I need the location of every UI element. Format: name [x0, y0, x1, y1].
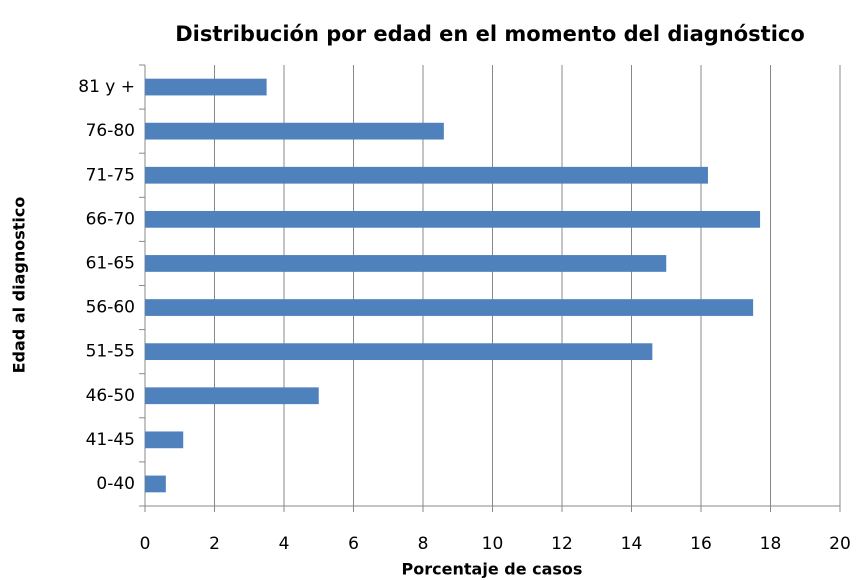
y-tick-label: 81 y +	[78, 77, 135, 97]
bar	[145, 343, 653, 361]
bar	[145, 475, 166, 493]
x-tick-label: 20	[829, 534, 851, 554]
bar	[145, 255, 667, 272]
x-tick-label: 0	[140, 534, 151, 554]
y-tick-label: 41-45	[86, 430, 135, 450]
y-tick-label: 56-60	[86, 298, 135, 318]
bar	[145, 387, 319, 405]
chart-title: Distribución por edad en el momento del …	[175, 22, 805, 46]
x-tick-label: 10	[482, 534, 504, 554]
y-tick-label: 0-40	[96, 474, 135, 494]
bar	[145, 166, 708, 184]
x-tick-label: 8	[418, 534, 429, 554]
x-tick-label: 14	[621, 534, 643, 554]
y-tick-label: 61-65	[86, 253, 135, 273]
bar	[145, 299, 754, 316]
x-tick-label: 12	[551, 534, 573, 554]
y-tick-label: 46-50	[86, 386, 135, 406]
bar	[145, 78, 267, 96]
x-tick-label: 6	[348, 534, 359, 554]
x-tick-label: 18	[760, 534, 782, 554]
y-tick-label: 71-75	[86, 165, 135, 185]
bar	[145, 122, 444, 140]
y-tick-label: 76-80	[86, 121, 135, 141]
x-axis-title: Porcentaje de casos	[402, 560, 583, 579]
y-tick-label: 66-70	[86, 209, 135, 229]
y-tick-label: 51-55	[86, 342, 135, 362]
x-tick-label: 16	[690, 534, 712, 554]
y-axis-title: Edad al diagnostico	[10, 197, 29, 374]
x-tick-label: 2	[209, 534, 220, 554]
bar	[145, 210, 761, 228]
bar	[145, 431, 184, 449]
x-tick-label: 4	[279, 534, 290, 554]
